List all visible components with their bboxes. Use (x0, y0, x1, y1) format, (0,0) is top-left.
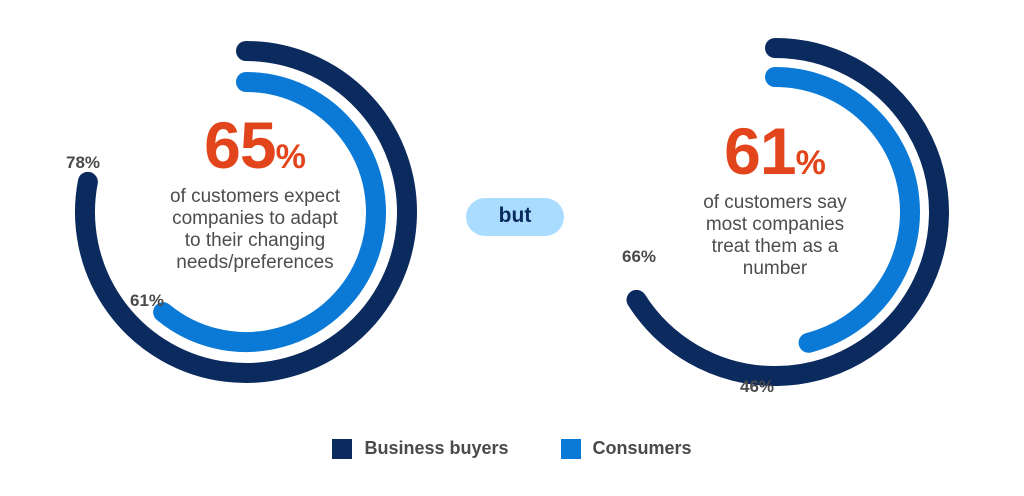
left-big-unit: % (275, 138, 306, 176)
right-big-unit: % (795, 144, 826, 182)
right-big-number: 61 (724, 114, 796, 188)
legend-item-consumers: Consumers (560, 438, 692, 459)
right-label-business: 66% (622, 247, 656, 266)
left-desc-line: to their changing (184, 230, 326, 251)
legend-label-business: Business buyers (364, 438, 509, 458)
right-big-stat: 61% (690, 118, 860, 184)
legend-swatch-consumers (560, 438, 581, 459)
right-arc-business (626, 38, 949, 386)
legend-item-business: Business buyers (332, 438, 509, 459)
left-arc-consumers (153, 72, 386, 352)
left-desc-line: of customers expect (169, 186, 341, 207)
right-radial-chart: 66% 46% (622, 38, 949, 396)
right-label-consumers: 46% (740, 377, 774, 396)
left-desc-line: companies to adapt (172, 208, 338, 229)
left-radial-chart: 78% 61% (66, 41, 417, 383)
right-desc-line: treat them as a (711, 236, 839, 257)
left-big-number: 65 (204, 108, 276, 182)
left-description: of customers expect companies to adapt t… (150, 186, 360, 274)
right-desc-line: most companies (705, 214, 845, 235)
left-stat-block: 65% of customers expect companies to ada… (150, 112, 360, 274)
left-big-stat: 65% (150, 112, 360, 178)
right-description: of customers say most companies treat th… (690, 192, 860, 280)
right-arc-consumers (765, 67, 920, 353)
legend-swatch-business (332, 438, 353, 459)
legend: Business buyers Consumers (0, 438, 1024, 459)
right-desc-line: number (742, 258, 808, 279)
left-label-consumers: 61% (130, 291, 164, 310)
legend-label-consumers: Consumers (592, 438, 692, 458)
right-desc-line: of customers say (703, 192, 847, 213)
left-desc-line: needs/preferences (176, 252, 334, 273)
left-label-business: 78% (66, 153, 100, 172)
right-stat-block: 61% of customers say most companies trea… (690, 118, 860, 280)
but-pill: but (466, 198, 564, 236)
left-arc-business (75, 41, 417, 383)
